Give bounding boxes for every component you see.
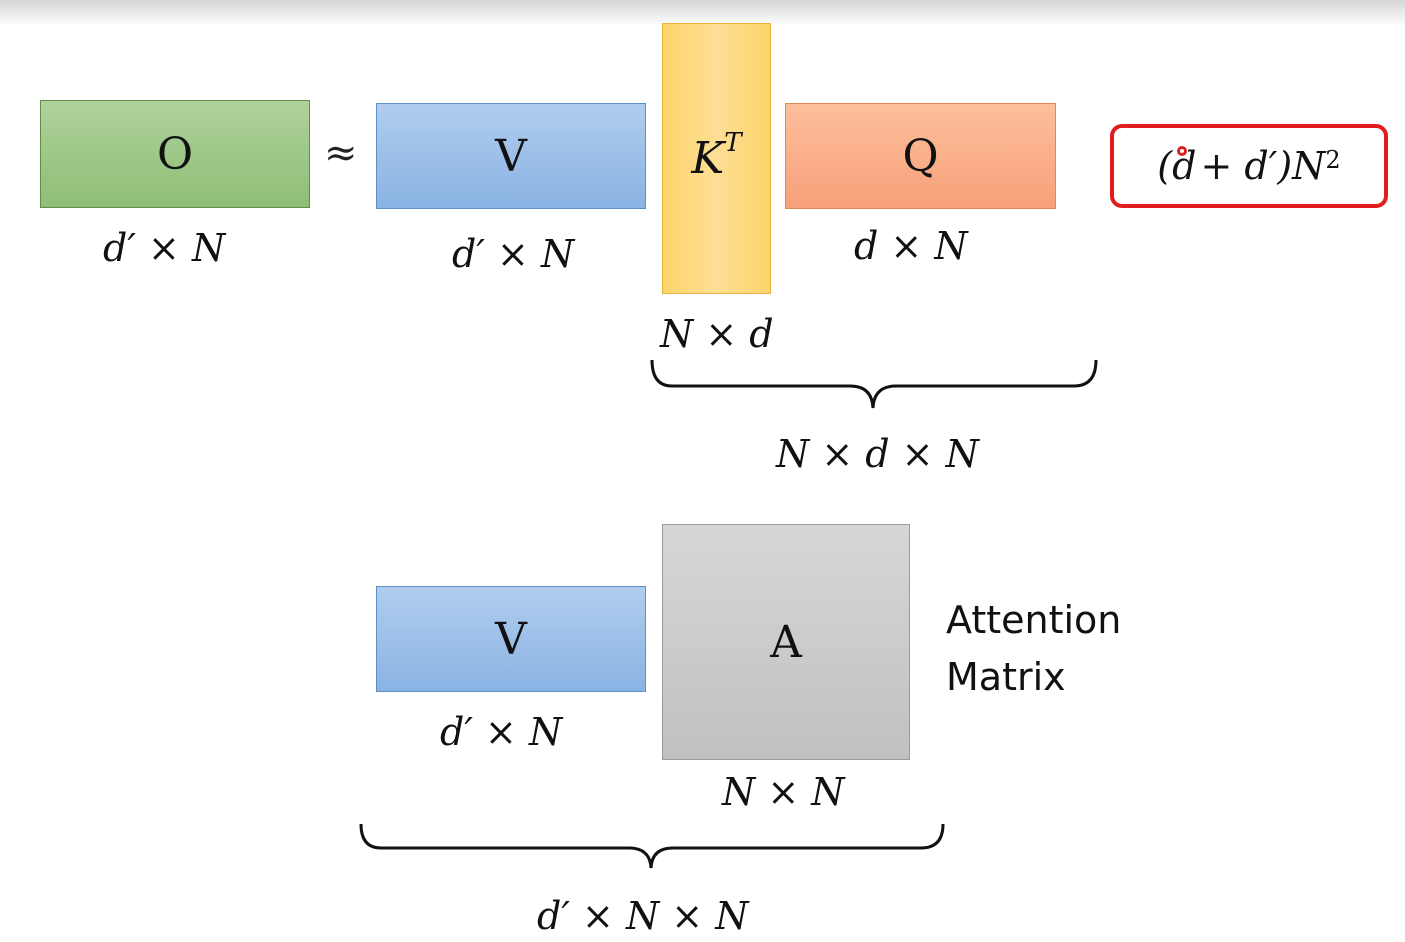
- query-matrix-q: Q: [785, 103, 1056, 209]
- attention-dims: N × N: [722, 770, 845, 814]
- bottom-brace-dims: d′ × N × N: [537, 894, 749, 938]
- cursor-dot-icon: [1177, 146, 1187, 156]
- value-dims-top: d′ × N: [452, 232, 575, 276]
- attention-matrix-a: A: [662, 524, 910, 760]
- bottom-brace: [359, 823, 945, 869]
- cost-middle: + d′)N: [1200, 144, 1326, 188]
- value-matrix-bottom-label: V: [495, 613, 527, 665]
- key-transpose-matrix: KT: [662, 23, 771, 294]
- query-dims: d × N: [854, 224, 968, 268]
- cost-highlight-box: (d + d′)N 2: [1110, 124, 1388, 208]
- attention-caption-line2: Matrix: [946, 655, 1066, 699]
- output-matrix-o: O: [40, 100, 310, 208]
- value-dims-bottom: d′ × N: [440, 710, 563, 754]
- key-transpose-dims: N × d: [660, 312, 774, 356]
- value-matrix-v: V: [376, 103, 646, 209]
- cost-exponent: 2: [1325, 146, 1341, 174]
- top-brace: [650, 359, 1098, 409]
- attention-matrix-label: A: [770, 616, 802, 668]
- approx-symbol: ≈: [324, 130, 358, 176]
- attention-caption-line1: Attention: [946, 598, 1122, 642]
- top-shadow: [0, 0, 1405, 26]
- query-matrix-label: Q: [902, 130, 939, 182]
- output-matrix-label: O: [156, 128, 194, 180]
- output-dims: d′ × N: [103, 226, 226, 270]
- top-brace-dims: N × d × N: [776, 432, 979, 476]
- value-matrix-v-bottom: V: [376, 586, 646, 692]
- value-matrix-label: V: [495, 130, 527, 182]
- cost-prefix: (d: [1157, 144, 1197, 188]
- attention-matrix-caption: Attention Matrix: [946, 592, 1121, 706]
- key-transpose-label: KT: [691, 128, 742, 184]
